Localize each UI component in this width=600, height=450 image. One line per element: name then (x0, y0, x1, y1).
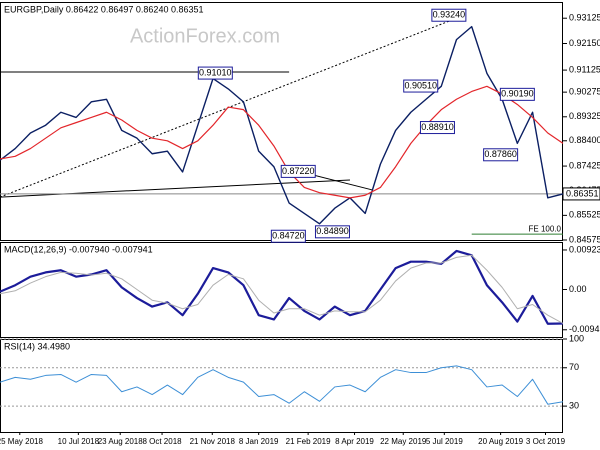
series-line (0, 249, 564, 325)
level-box (483, 148, 519, 162)
watermark: ActionForex.com (130, 25, 280, 47)
y-tick-label: 0.92150 (569, 38, 600, 48)
y-tick-label: 0.84575 (569, 234, 600, 244)
level-label: 0.87860 (484, 149, 517, 159)
x-tick-label: 21 Nov 2018 (190, 437, 236, 446)
trend-line (0, 14, 465, 198)
y-tick-label: 0.91125 (569, 64, 600, 74)
last-price-box (562, 187, 600, 201)
level-box (314, 225, 350, 239)
level-box (280, 164, 316, 178)
y-tick-label: 0.90275 (569, 87, 600, 97)
y-tick-label: 100 (569, 333, 584, 343)
x-tick-label: 8 Apr 2019 (335, 437, 374, 446)
x-tick-label: 20 Aug 2019 (478, 437, 523, 446)
panel-title: MACD(12,26,9) -0.007940 -0.007941 (4, 244, 153, 254)
x-tick-label: 8 Oct 2018 (142, 437, 182, 446)
panel-title: RSI(14) 34.4980 (4, 341, 70, 351)
y-tick-label: 0.88400 (569, 135, 600, 145)
series-line (0, 365, 564, 405)
x-tick-label: 21 Feb 2019 (286, 437, 331, 446)
level-label: 0.87220 (282, 166, 315, 176)
level-label: 0.90190 (501, 89, 534, 99)
x-tick-label: 25 May 2018 (0, 437, 43, 446)
y-tick-label: 0.00 (569, 284, 587, 294)
level-box (419, 121, 455, 135)
level-label: 0.84890 (316, 226, 349, 236)
level-box (403, 79, 439, 93)
series-line (0, 85, 564, 199)
y-tick-label: 0.009237 (569, 244, 600, 254)
x-tick-label: 23 Aug 2018 (98, 437, 143, 446)
panel-title: EURGBP,Daily 0.86422 0.86497 0.86240 0.8… (4, 4, 204, 14)
x-tick-label: 10 Jul 2018 (58, 437, 100, 446)
series-line (0, 25, 564, 225)
level-label: 0.91010 (199, 67, 232, 77)
y-tick-label: 0.85525 (569, 210, 600, 220)
level-label: 0.93240 (433, 10, 466, 20)
level-box (431, 8, 467, 22)
level-box (197, 66, 233, 80)
y-tick-label: 70 (569, 362, 579, 372)
last-price-label: 0.86351 (566, 188, 599, 198)
series-line (0, 254, 564, 324)
y-tick-label: 0.89325 (569, 111, 600, 121)
x-tick-label: 5 Jul 2019 (426, 437, 463, 446)
level-box (270, 229, 306, 243)
y-tick-label: -0.009413 (569, 324, 600, 334)
x-tick-label: 8 Jan 2019 (239, 437, 279, 446)
level-label: 0.90510 (404, 80, 437, 90)
y-tick-label: 0.87425 (569, 160, 600, 170)
x-tick-label: 22 May 2019 (380, 437, 427, 446)
trend-line-label: FE 100.0 (529, 224, 562, 233)
level-label: 0.88910 (421, 122, 454, 132)
x-tick-label: 3 Oct 2019 (526, 437, 566, 446)
y-tick-label: 30 (569, 400, 579, 410)
level-box (499, 87, 535, 101)
y-tick-label: 0.93125 (569, 13, 600, 23)
level-label: 0.84720 (272, 231, 305, 241)
